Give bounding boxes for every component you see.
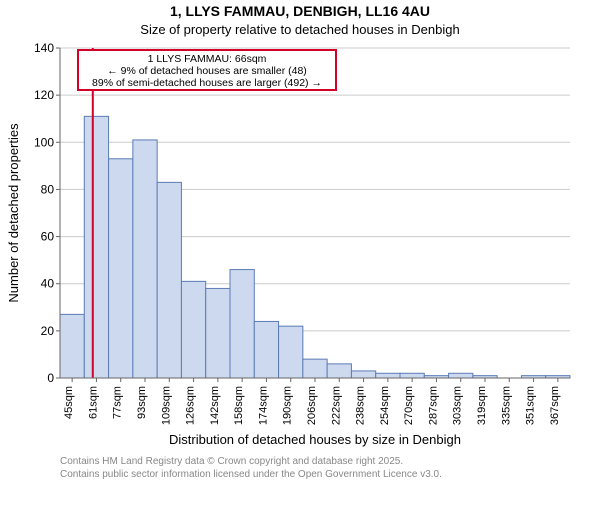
- x-tick-label: 158sqm: [233, 386, 245, 425]
- histogram-bar: [279, 326, 303, 378]
- y-tick-label: 80: [41, 182, 55, 196]
- histogram-bar: [254, 321, 278, 378]
- histogram-bar: [109, 159, 133, 378]
- x-tick-label: 206sqm: [306, 386, 318, 425]
- annotation-text: 1 LLYS FAMMAU: 66sqm: [148, 53, 267, 65]
- x-tick-label: 351sqm: [525, 386, 537, 425]
- x-tick-label: 270sqm: [403, 386, 415, 425]
- credits-line: Contains public sector information licen…: [60, 469, 442, 480]
- x-tick-label: 287sqm: [427, 386, 439, 425]
- annotation-text: ← 9% of detached houses are smaller (48): [107, 65, 307, 77]
- x-tick-label: 303sqm: [452, 386, 464, 425]
- y-tick-label: 40: [41, 277, 55, 291]
- y-tick-label: 100: [34, 135, 54, 149]
- x-tick-label: 126sqm: [185, 386, 197, 425]
- histogram-bar: [400, 373, 424, 378]
- histogram-bar: [303, 359, 327, 378]
- x-tick-label: 109sqm: [160, 386, 172, 425]
- x-tick-label: 367sqm: [549, 386, 561, 425]
- credits-line: Contains HM Land Registry data © Crown c…: [60, 456, 403, 467]
- x-tick-label: 93sqm: [136, 386, 148, 419]
- histogram-bar: [60, 314, 84, 378]
- chart-title-address: 1, LLYS FAMMAU, DENBIGH, LL16 4AU: [170, 3, 430, 19]
- histogram-bar: [206, 288, 230, 378]
- x-tick-label: 190sqm: [282, 386, 294, 425]
- y-tick-label: 60: [41, 230, 55, 244]
- histogram-bar: [449, 373, 473, 378]
- histogram-bar: [133, 140, 157, 378]
- histogram-bar: [351, 371, 375, 378]
- property-size-histogram: 1, LLYS FAMMAU, DENBIGH, LL16 4AU Size of…: [0, 0, 600, 500]
- x-tick-label: 61sqm: [87, 386, 99, 419]
- x-tick-label: 77sqm: [112, 386, 124, 419]
- x-tick-label: 142sqm: [209, 386, 221, 425]
- y-tick-label: 20: [41, 324, 55, 338]
- histogram-bar: [181, 281, 205, 378]
- x-tick-label: 335sqm: [500, 386, 512, 425]
- y-tick-label: 140: [34, 41, 54, 55]
- x-axis-label: Distribution of detached houses by size …: [169, 432, 461, 447]
- x-tick-label: 238sqm: [355, 386, 367, 425]
- x-tick-label: 45sqm: [63, 386, 75, 419]
- histogram-bar: [84, 116, 108, 378]
- x-tick-label: 254sqm: [379, 386, 391, 425]
- histogram-bar: [157, 182, 181, 378]
- histogram-bar: [327, 364, 351, 378]
- y-tick-label: 0: [47, 371, 54, 385]
- y-axis-label: Number of detached properties: [6, 123, 21, 303]
- y-tick-label: 120: [34, 88, 54, 102]
- x-tick-label: 174sqm: [257, 386, 269, 425]
- annotation-text: 89% of semi-detached houses are larger (…: [92, 77, 322, 89]
- x-tick-label: 222sqm: [330, 386, 342, 425]
- chart-title-desc: Size of property relative to detached ho…: [140, 22, 459, 37]
- histogram-bar: [230, 270, 254, 378]
- x-tick-label: 319sqm: [476, 386, 488, 425]
- histogram-bar: [376, 373, 400, 378]
